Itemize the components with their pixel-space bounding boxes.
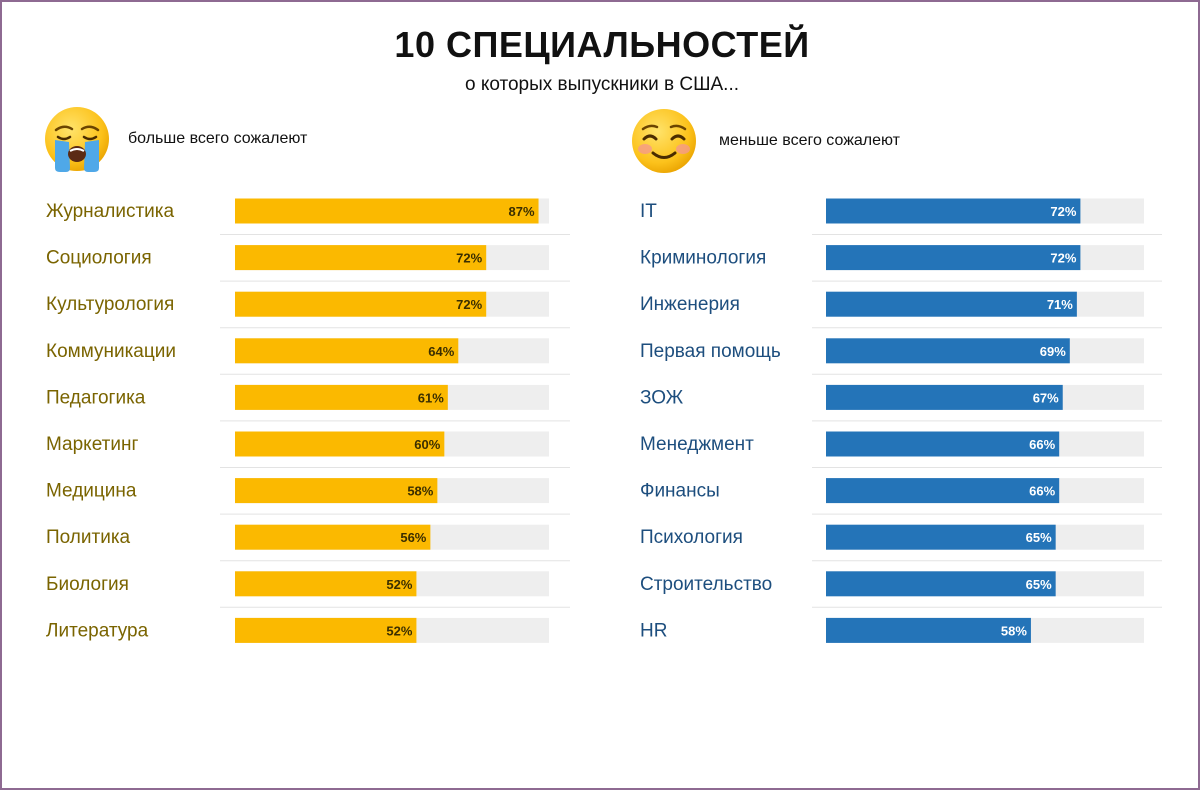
left-category-label: Коммуникации	[46, 341, 176, 362]
right-category-label: Строительство	[640, 574, 772, 595]
right-category-label: Психология	[640, 527, 743, 548]
left-category-label: Культурология	[46, 294, 174, 315]
left-category-label: Педагогика	[46, 387, 146, 408]
left-value-label: 61%	[418, 390, 444, 405]
left-category-label: Политика	[46, 527, 131, 548]
left-bar	[235, 617, 417, 643]
left-value-label: 87%	[509, 204, 535, 219]
right-value-label: 69%	[1040, 344, 1066, 359]
left-category-label: Маркетинг	[46, 434, 138, 455]
legend-label-most-regret: больше всего сожалеют	[128, 130, 308, 147]
left-category-label: Медицина	[46, 481, 137, 502]
left-bar	[235, 478, 438, 504]
right-value-label: 72%	[1050, 251, 1076, 266]
left-bar	[235, 198, 539, 224]
right-value-label: 66%	[1029, 437, 1055, 452]
right-bar	[826, 291, 1077, 317]
page-subtitle: о которых выпускники в США...	[464, 74, 740, 95]
right-bar	[826, 478, 1060, 504]
right-bar	[826, 245, 1081, 271]
left-value-label: 64%	[428, 344, 454, 359]
left-bar	[235, 291, 487, 317]
page-title: 10 СПЕЦИАЛЬНОСТЕЙ	[394, 24, 810, 65]
left-category-label: Литература	[46, 620, 149, 641]
left-bar	[235, 245, 487, 271]
right-bar	[826, 431, 1060, 457]
left-bar	[235, 431, 445, 457]
right-value-label: 72%	[1050, 204, 1076, 219]
right-category-label: Инженерия	[640, 294, 740, 315]
right-bar	[826, 524, 1056, 550]
right-bar	[826, 338, 1070, 364]
right-value-label: 67%	[1033, 390, 1059, 405]
right-value-label: 66%	[1029, 484, 1055, 499]
crying-face-icon	[45, 107, 109, 172]
right-category-label: HR	[640, 620, 667, 641]
left-bar	[235, 384, 448, 410]
right-category-label: Криминология	[640, 248, 766, 269]
smiling-face-icon	[632, 109, 696, 173]
left-category-label: Журналистика	[46, 201, 174, 222]
left-value-label: 72%	[456, 251, 482, 266]
right-bar	[826, 571, 1056, 597]
right-category-label: Финансы	[640, 481, 720, 502]
right-value-label: 71%	[1047, 297, 1073, 312]
left-value-label: 52%	[386, 577, 412, 592]
legend-label-least-regret: меньше всего сожалеют	[719, 132, 901, 149]
right-category-label: Менеджмент	[640, 434, 754, 455]
right-bar	[826, 198, 1081, 224]
left-value-label: 60%	[414, 437, 440, 452]
right-value-label: 65%	[1026, 530, 1052, 545]
right-bar	[826, 617, 1031, 643]
left-bar	[235, 524, 431, 550]
left-category-label: Социология	[46, 248, 152, 269]
right-value-label: 65%	[1026, 577, 1052, 592]
right-category-label: Первая помощь	[640, 341, 781, 362]
left-bar	[235, 571, 417, 597]
right-value-label: 58%	[1001, 623, 1027, 638]
left-bar	[235, 338, 459, 364]
left-value-label: 58%	[407, 484, 433, 499]
left-value-label: 72%	[456, 297, 482, 312]
right-bar	[826, 384, 1063, 410]
right-category-label: IT	[640, 201, 657, 222]
left-value-label: 56%	[400, 530, 426, 545]
left-value-label: 52%	[386, 623, 412, 638]
left-category-label: Биология	[46, 574, 129, 595]
right-category-label: ЗОЖ	[640, 387, 684, 408]
